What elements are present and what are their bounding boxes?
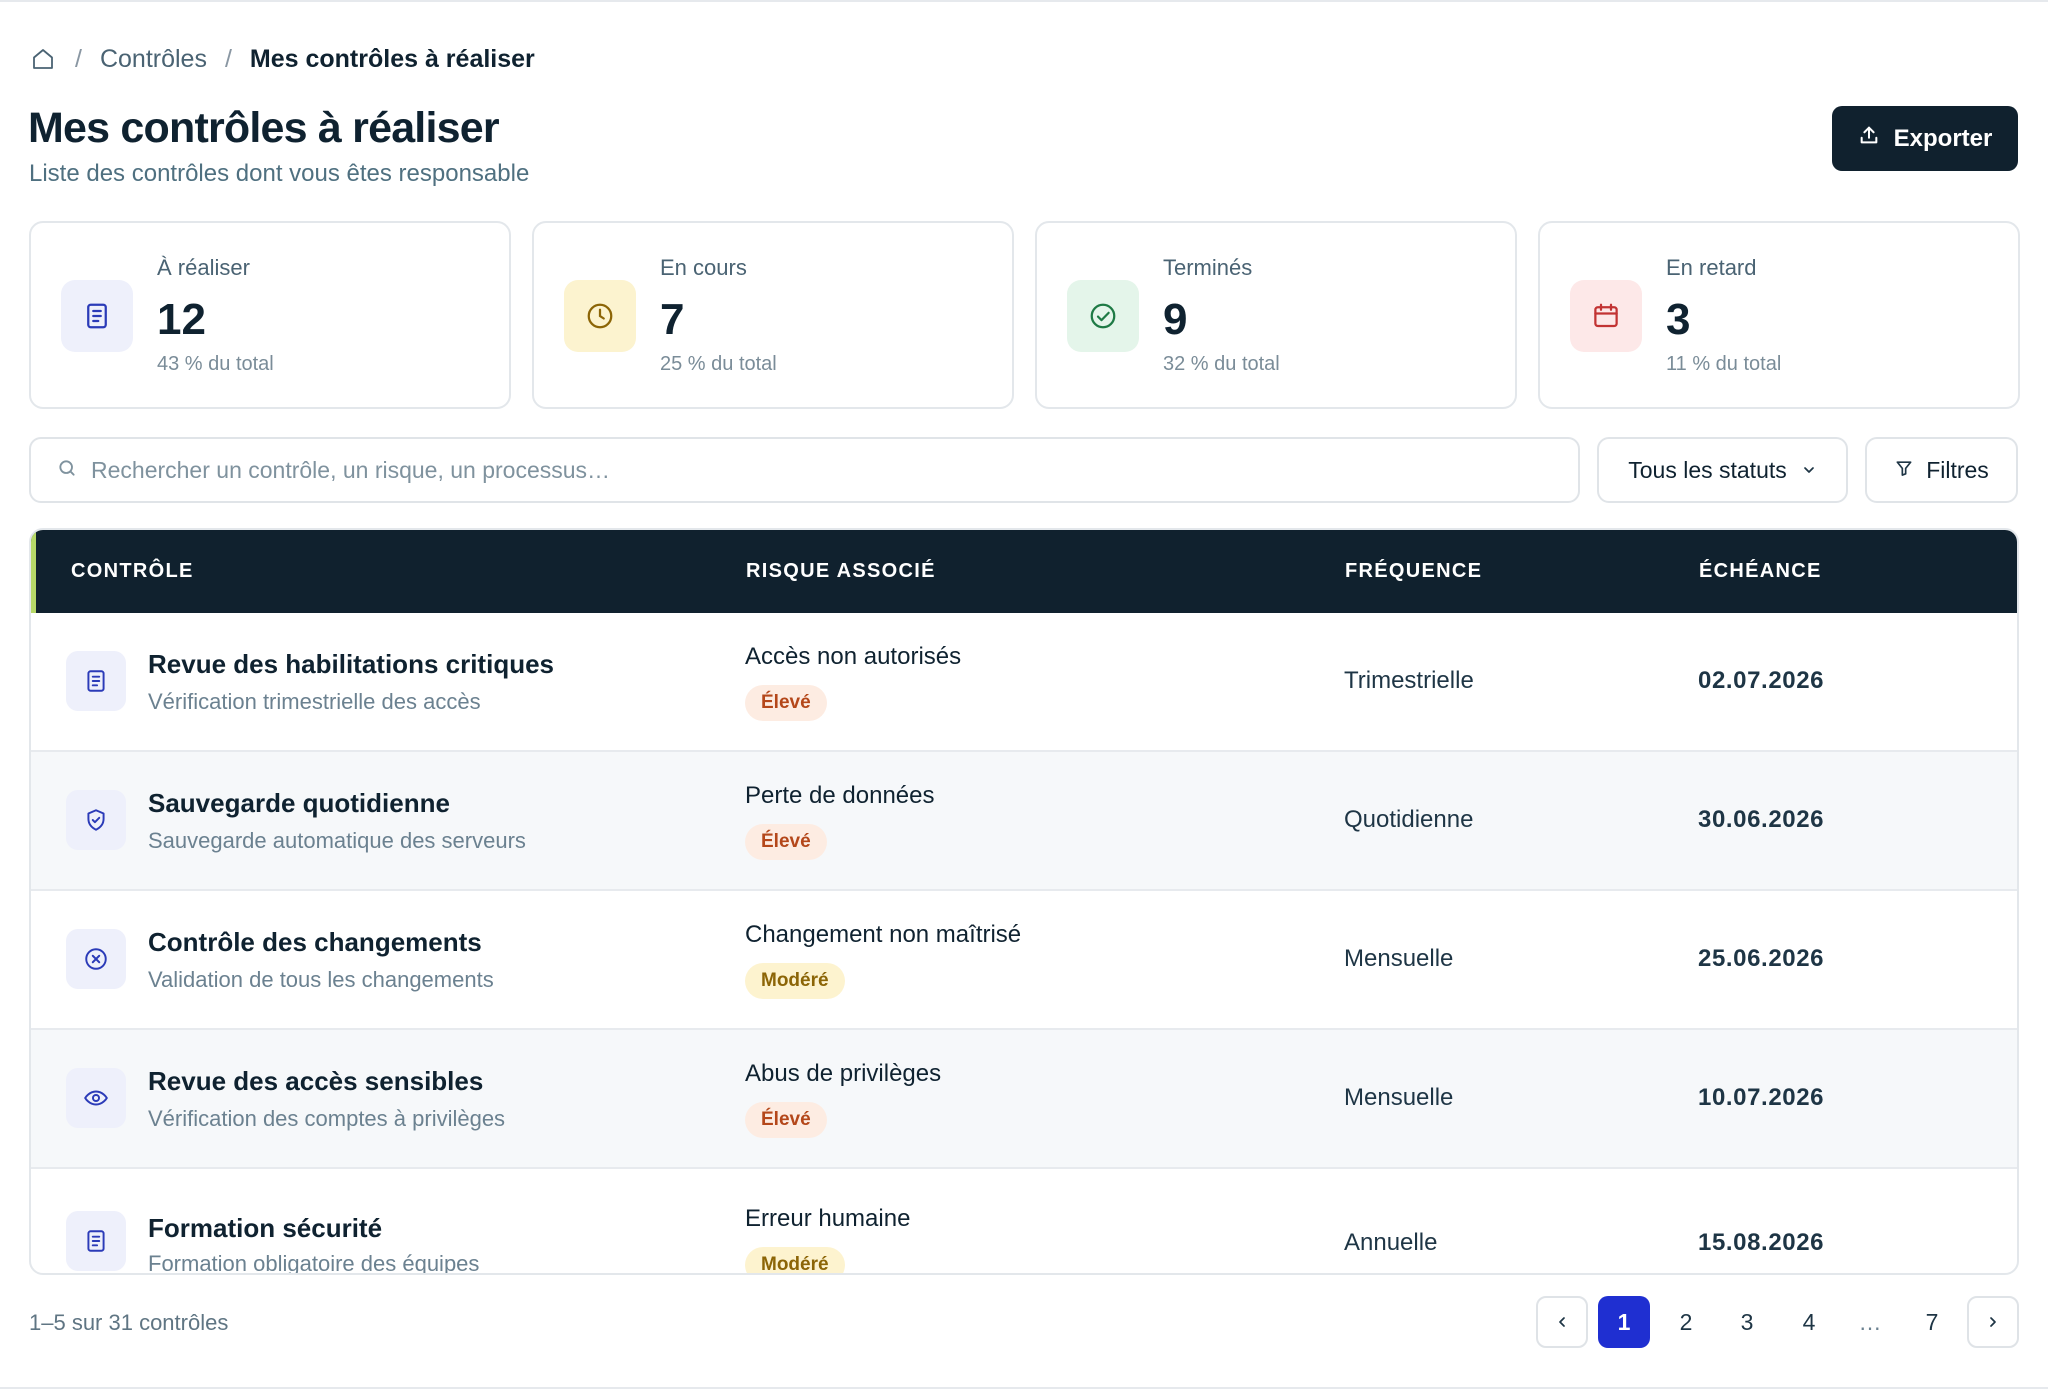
control-description: Vérification des comptes à privilèges (148, 1106, 506, 1131)
table-row[interactable]: Revue des habilitations critiques Vérifi… (31, 613, 2017, 752)
stat-card-a-realiser[interactable]: À réaliser 12 43 % du total (29, 221, 511, 409)
control-title[interactable]: Revue des habilitations critiques (148, 649, 554, 679)
risk-level-badge: Élevé (745, 824, 827, 860)
table-row[interactable]: Sauvegarde quotidienne Sauvegarde automa… (31, 752, 2017, 891)
column-header-risque[interactable]: RISQUE ASSOCIÉ (746, 560, 936, 582)
clock-icon (564, 280, 636, 352)
stat-label: Terminés (1163, 255, 1253, 280)
top-divider (0, 0, 2048, 2)
results-count: 1–5 sur 31 contrôles (29, 1310, 229, 1335)
page-button-7[interactable]: 7 (1925, 1308, 1939, 1335)
document-icon (61, 280, 133, 352)
stat-card-en-cours[interactable]: En cours 7 25 % du total (532, 221, 1014, 409)
frequency: Quotidienne (1344, 806, 1474, 833)
export-button[interactable]: Exporter (1832, 106, 2018, 171)
stat-value: 12 (157, 295, 206, 344)
table-row[interactable]: Contrôle des changements Validation de t… (31, 891, 2017, 1030)
stat-card-termines[interactable]: Terminés 9 32 % du total (1035, 221, 1517, 409)
frequency: Trimestrielle (1344, 667, 1474, 694)
control-title[interactable]: Revue des accès sensibles (148, 1066, 484, 1096)
export-button-label: Exporter (1893, 124, 1993, 152)
calendar-icon (1570, 280, 1642, 352)
page-button-1[interactable]: 1 (1598, 1296, 1650, 1348)
chevron-right-icon (1985, 1309, 2001, 1336)
page-title: Mes contrôles à réaliser (28, 104, 500, 152)
stat-percentage: 32 % du total (1163, 353, 1280, 375)
control-description: Formation obligatoire des équipes (148, 1251, 480, 1275)
stat-value: 9 (1163, 295, 1188, 344)
stat-label: En cours (660, 255, 747, 280)
stat-percentage: 11 % du total (1666, 353, 1782, 375)
page-button-4[interactable]: 4 (1802, 1308, 1816, 1335)
table-header: CONTRÔLE RISQUE ASSOCIÉ FRÉQUENCE ÉCHÉAN… (31, 530, 2017, 613)
risk-name: Abus de privilèges (745, 1060, 942, 1087)
chevron-left-icon (1554, 1309, 1570, 1336)
risk-level-badge: Modéré (745, 963, 845, 999)
previous-page-button[interactable] (1536, 1296, 1588, 1348)
status-select[interactable]: Tous les statuts (1597, 437, 1848, 503)
frequency: Mensuelle (1344, 1084, 1454, 1111)
document-icon (66, 651, 126, 711)
due-date: 25.06.2026 (1698, 945, 1825, 972)
due-date: 30.06.2026 (1698, 806, 1825, 833)
control-description: Validation de tous les changements (148, 967, 494, 992)
stat-value: 3 (1666, 295, 1691, 344)
breadcrumb-link-controles[interactable]: Contrôles (99, 44, 207, 73)
bottom-divider (0, 1387, 2048, 1389)
risk-level-badge: Élevé (745, 1102, 827, 1138)
page-button-3[interactable]: 3 (1740, 1308, 1754, 1335)
table-row[interactable]: Revue des accès sensibles Vérification d… (31, 1030, 2017, 1169)
page-subtitle: Liste des contrôles dont vous êtes respo… (29, 160, 530, 187)
table-row[interactable]: Formation sécurité Formation obligatoire… (31, 1169, 2017, 1275)
home-icon[interactable] (29, 45, 57, 73)
breadcrumb-current: Mes contrôles à réaliser (249, 44, 535, 73)
filters-button-label: Filtres (1926, 456, 1989, 483)
search-input[interactable] (91, 456, 1491, 484)
column-header-controle[interactable]: CONTRÔLE (71, 560, 194, 582)
stat-value: 7 (660, 295, 685, 344)
page-ellipsis: … (1858, 1308, 1882, 1335)
risk-name: Perte de données (745, 782, 935, 809)
column-header-echeance[interactable]: ÉCHÉANCE (1699, 560, 1822, 582)
risk-level-badge: Élevé (745, 685, 827, 721)
column-header-frequence[interactable]: FRÉQUENCE (1345, 560, 1483, 582)
chevron-down-icon (1801, 457, 1817, 484)
breadcrumb: / Contrôles / Mes contrôles à réaliser (29, 42, 535, 76)
stat-percentage: 25 % du total (660, 353, 777, 375)
next-page-button[interactable] (1967, 1296, 2019, 1348)
stat-label: En retard (1666, 255, 1757, 280)
page-button-2[interactable]: 2 (1679, 1308, 1693, 1335)
stat-card-en-retard[interactable]: En retard 3 11 % du total (1538, 221, 2020, 409)
due-date: 15.08.2026 (1698, 1229, 1825, 1256)
risk-name: Accès non autorisés (745, 643, 962, 670)
x-circle-icon (66, 929, 126, 989)
stat-percentage: 43 % du total (157, 353, 274, 375)
frequency: Mensuelle (1344, 945, 1454, 972)
check-circle-icon (1067, 280, 1139, 352)
stat-label: À réaliser (157, 255, 250, 280)
search-box[interactable] (29, 437, 1580, 503)
due-date: 02.07.2026 (1698, 667, 1825, 694)
control-description: Vérification trimestrielle des accès (148, 689, 481, 714)
search-icon (57, 458, 77, 483)
eye-icon (66, 1068, 126, 1128)
control-title[interactable]: Contrôle des changements (148, 927, 482, 957)
control-description: Sauvegarde automatique des serveurs (148, 828, 526, 853)
control-title[interactable]: Formation sécurité (148, 1213, 383, 1243)
frequency: Annuelle (1344, 1229, 1438, 1256)
upload-icon (1858, 124, 1880, 153)
breadcrumb-separator: / (75, 44, 82, 73)
breadcrumb-separator: / (224, 44, 232, 73)
document-icon (66, 1211, 126, 1271)
due-date: 10.07.2026 (1698, 1084, 1825, 1111)
control-title[interactable]: Sauvegarde quotidienne (148, 788, 450, 818)
status-select-value: Tous les statuts (1628, 456, 1787, 483)
shield-check-icon (66, 790, 126, 850)
risk-name: Changement non maîtrisé (745, 921, 1022, 948)
filters-button[interactable]: Filtres (1865, 437, 2018, 503)
risk-level-badge: Modéré (745, 1247, 845, 1273)
filter-icon (1894, 457, 1914, 484)
controls-table: CONTRÔLE RISQUE ASSOCIÉ FRÉQUENCE ÉCHÉAN… (29, 528, 2019, 1275)
risk-name: Erreur humaine (745, 1205, 911, 1232)
